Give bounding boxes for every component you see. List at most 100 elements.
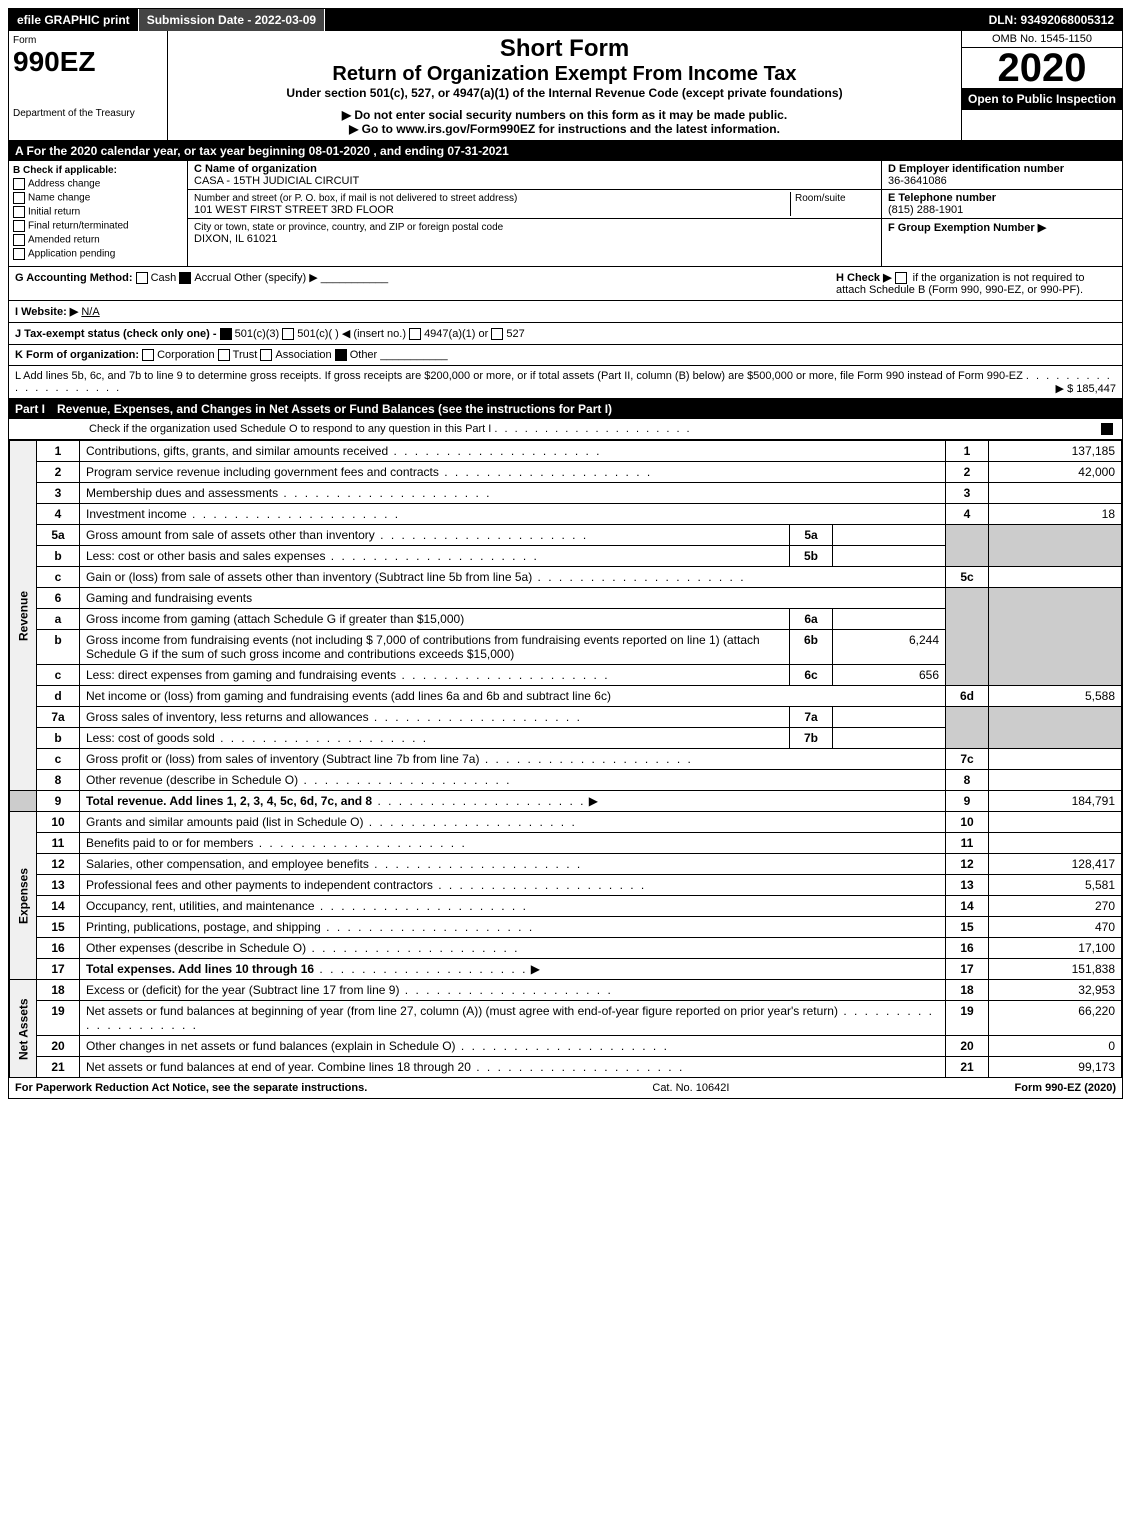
part1-title: Revenue, Expenses, and Changes in Net As… — [57, 402, 612, 416]
instructions-link[interactable]: ▶ Go to www.irs.gov/Form990EZ for instru… — [172, 122, 957, 136]
short-form-title: Short Form — [172, 35, 957, 63]
checkbox-amended[interactable] — [13, 234, 25, 246]
i-label: I Website: ▶ — [15, 306, 78, 318]
info-block: B Check if applicable: Address change Na… — [9, 161, 1122, 267]
part1-check: Check if the organization used Schedule … — [9, 419, 1122, 440]
street-address: 101 WEST FIRST STREET 3RD FLOOR — [194, 204, 394, 216]
line-18: Net Assets 18 Excess or (deficit) for th… — [10, 980, 1122, 1001]
line-15: 15 Printing, publications, postage, and … — [10, 917, 1122, 938]
line-17: 17 Total expenses. Add lines 10 through … — [10, 959, 1122, 980]
line-21: 21 Net assets or fund balances at end of… — [10, 1057, 1122, 1078]
section-b: B Check if applicable: Address change Na… — [9, 161, 188, 266]
checkbox-schedule-o[interactable] — [1101, 423, 1113, 435]
tax-year: 2020 — [962, 48, 1122, 88]
c-name-label: C Name of organization — [194, 163, 317, 175]
checkbox-other-org[interactable] — [335, 349, 347, 361]
ein-value: 36-3641086 — [888, 175, 947, 187]
line-13: 13 Professional fees and other payments … — [10, 875, 1122, 896]
phone-label: E Telephone number — [888, 192, 996, 204]
group-label: F Group Exemption Number ▶ — [888, 222, 1046, 234]
line-5a: 5a Gross amount from sale of assets othe… — [10, 525, 1122, 546]
checkbox-h[interactable] — [895, 272, 907, 284]
efile-label[interactable]: efile GRAPHIC print — [9, 9, 139, 31]
website-value: N/A — [81, 306, 99, 318]
j-label: J Tax-exempt status (check only one) - — [15, 328, 217, 340]
org-name: CASA - 15TH JUDICIAL CIRCUIT — [194, 175, 359, 187]
row-gh: G Accounting Method: Cash Accrual Other … — [9, 267, 1122, 301]
city-state-zip: DIXON, IL 61021 — [194, 233, 277, 245]
header-left: Form 990EZ Department of the Treasury — [9, 31, 168, 140]
warning-ssn: ▶ Do not enter social security numbers o… — [172, 108, 957, 122]
checkbox-4947[interactable] — [409, 328, 421, 340]
side-expenses: Expenses — [10, 812, 37, 980]
room-label: Room/suite — [795, 193, 846, 204]
checkbox-trust[interactable] — [218, 349, 230, 361]
row-i: I Website: ▶ N/A — [9, 301, 1122, 323]
h-label: H Check ▶ — [836, 272, 892, 284]
line-2: 2 Program service revenue including gove… — [10, 462, 1122, 483]
street-label: Number and street (or P. O. box, if mail… — [194, 193, 517, 204]
checkbox-name-change[interactable] — [13, 192, 25, 204]
line-7c: c Gross profit or (loss) from sales of i… — [10, 749, 1122, 770]
period-bar: A For the 2020 calendar year, or tax yea… — [9, 141, 1122, 161]
checkbox-address-change[interactable] — [13, 178, 25, 190]
checkbox-accrual[interactable] — [179, 272, 191, 284]
dept-treasury: Department of the Treasury — [13, 108, 163, 119]
footer-catno: Cat. No. 10642I — [652, 1082, 729, 1094]
form-990ez: efile GRAPHIC print Submission Date - 20… — [8, 8, 1123, 1099]
line-12: 12 Salaries, other compensation, and emp… — [10, 854, 1122, 875]
checkbox-501c3[interactable] — [220, 328, 232, 340]
section-c: C Name of organization CASA - 15TH JUDIC… — [188, 161, 882, 266]
checkbox-assoc[interactable] — [260, 349, 272, 361]
line-5c: c Gain or (loss) from sale of assets oth… — [10, 567, 1122, 588]
line-10: Expenses 10 Grants and similar amounts p… — [10, 812, 1122, 833]
checkbox-final-return[interactable] — [13, 220, 25, 232]
checkbox-initial-return[interactable] — [13, 206, 25, 218]
line-6d: d Net income or (loss) from gaming and f… — [10, 686, 1122, 707]
line-11: 11 Benefits paid to or for members 11 — [10, 833, 1122, 854]
l-text: L Add lines 5b, 6c, and 7b to line 9 to … — [15, 370, 1023, 382]
open-to-public: Open to Public Inspection — [962, 88, 1122, 110]
ein-label: D Employer identification number — [888, 163, 1064, 175]
city-label: City or town, state or province, country… — [194, 222, 503, 233]
line-6: 6 Gaming and fundraising events — [10, 588, 1122, 609]
k-label: K Form of organization: — [15, 349, 139, 361]
line-8: 8 Other revenue (describe in Schedule O)… — [10, 770, 1122, 791]
footer-right: Form 990-EZ (2020) — [1015, 1082, 1116, 1094]
row-j: J Tax-exempt status (check only one) - 5… — [9, 323, 1122, 345]
line-20: 20 Other changes in net assets or fund b… — [10, 1036, 1122, 1057]
line-3: 3 Membership dues and assessments 3 — [10, 483, 1122, 504]
section-def: D Employer identification number 36-3641… — [882, 161, 1122, 266]
checkbox-corp[interactable] — [142, 349, 154, 361]
subtitle: Under section 501(c), 527, or 4947(a)(1)… — [172, 86, 957, 100]
phone-value: (815) 288-1901 — [888, 204, 963, 216]
checkbox-pending[interactable] — [13, 248, 25, 260]
line-4: 4 Investment income 4 18 — [10, 504, 1122, 525]
part1-header: Part I Revenue, Expenses, and Changes in… — [9, 399, 1122, 419]
side-revenue: Revenue — [10, 441, 37, 791]
g-label: G Accounting Method: — [15, 272, 133, 284]
b-label: B Check if applicable: — [13, 165, 117, 176]
line-16: 16 Other expenses (describe in Schedule … — [10, 938, 1122, 959]
dln: DLN: 93492068005312 — [981, 9, 1122, 31]
lines-table: Revenue 1 Contributions, gifts, grants, … — [9, 440, 1122, 1078]
return-title: Return of Organization Exempt From Incom… — [172, 63, 957, 86]
checkbox-501c[interactable] — [282, 328, 294, 340]
row-k: K Form of organization: Corporation Trus… — [9, 345, 1122, 366]
l-amount: ▶ $ 185,447 — [1056, 382, 1116, 395]
side-netassets: Net Assets — [10, 980, 37, 1078]
form-word: Form — [13, 35, 163, 46]
header-right: OMB No. 1545-1150 2020 Open to Public In… — [961, 31, 1122, 140]
checkbox-cash[interactable] — [136, 272, 148, 284]
footer: For Paperwork Reduction Act Notice, see … — [9, 1078, 1122, 1098]
line-9: 9 Total revenue. Add lines 1, 2, 3, 4, 5… — [10, 791, 1122, 812]
line-1: Revenue 1 Contributions, gifts, grants, … — [10, 441, 1122, 462]
row-l: L Add lines 5b, 6c, and 7b to line 9 to … — [9, 366, 1122, 399]
top-bar: efile GRAPHIC print Submission Date - 20… — [9, 9, 1122, 31]
line-19: 19 Net assets or fund balances at beginn… — [10, 1001, 1122, 1036]
header-center: Short Form Return of Organization Exempt… — [168, 31, 961, 140]
header: Form 990EZ Department of the Treasury Sh… — [9, 31, 1122, 141]
checkbox-527[interactable] — [491, 328, 503, 340]
line-14: 14 Occupancy, rent, utilities, and maint… — [10, 896, 1122, 917]
part1-label: Part I — [15, 402, 57, 416]
